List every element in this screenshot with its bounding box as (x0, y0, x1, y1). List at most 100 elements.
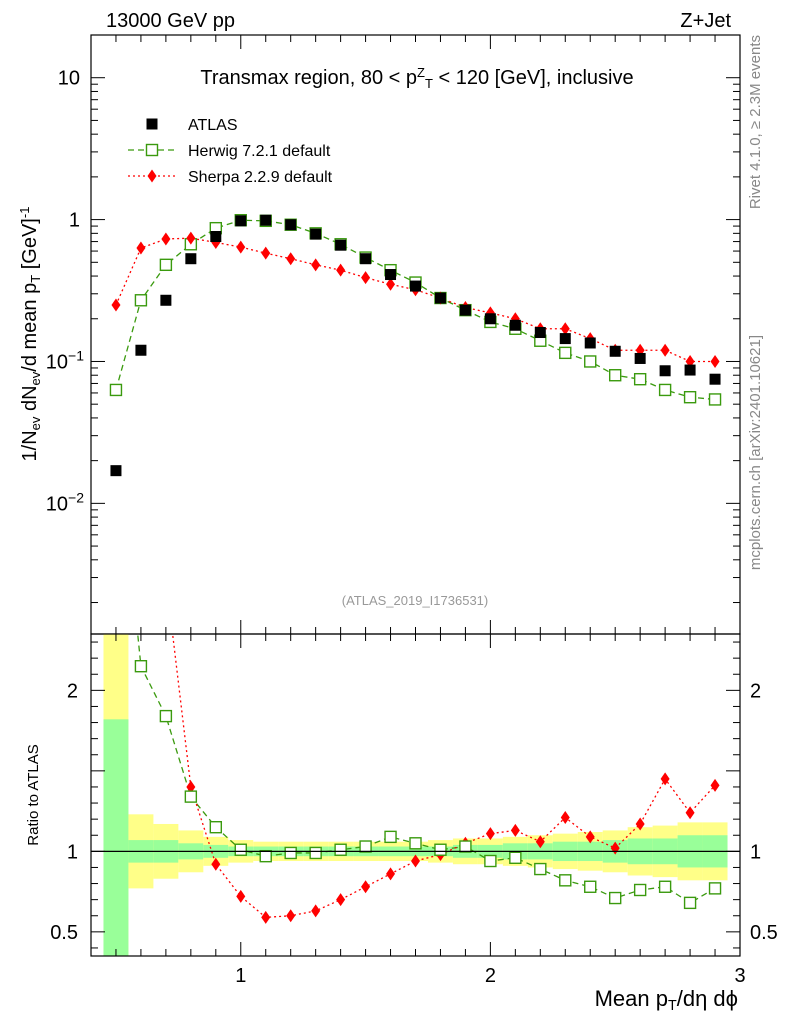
atlas-point (285, 219, 297, 231)
legend-atlas-marker (146, 118, 158, 130)
legend-herwig-marker (145, 143, 159, 157)
main-y-tick-label: 1 (69, 210, 80, 232)
sherpa-ratio-point (560, 811, 570, 825)
herwig-ratio-point (234, 843, 247, 856)
atlas-point (584, 337, 596, 349)
sherpa-point (136, 241, 146, 255)
sherpa-ratio-point (535, 835, 545, 849)
plot-title: Transmax region, 80 < pZT < 120 [GeV], i… (200, 65, 633, 91)
atlas-point (310, 228, 322, 240)
herwig-ratio-point (384, 830, 397, 844)
ratio-y-tick-label-right: 1 (750, 841, 761, 863)
legend-label: Herwig 7.2.1 default (188, 143, 331, 160)
atlas-point (459, 304, 471, 316)
main-y-tick-labels: 10 1 10−1 10−2 (46, 68, 84, 516)
atlas-point (659, 365, 671, 377)
herwig-ratio-point (334, 843, 347, 856)
sherpa-point (361, 271, 371, 285)
sherpa-ratio-point (411, 854, 420, 868)
process-label: Z+Jet (680, 10, 731, 32)
atlas-point (534, 327, 546, 339)
herwig-ratio-point (584, 880, 597, 893)
sherpa-point (560, 322, 570, 336)
sherpa-ratio-point (361, 880, 371, 894)
herwig-ratio-point (683, 896, 697, 910)
herwig-ratio-point (184, 790, 198, 803)
atlas-point (135, 344, 147, 356)
sherpa-ratio-point (660, 772, 670, 786)
sherpa-ratio-point (710, 778, 720, 792)
main-y-tick-label: 10−1 (46, 348, 84, 374)
legend-sherpa-marker (147, 169, 157, 183)
sherpa-point (161, 232, 171, 246)
herwig-line (115, 219, 716, 401)
herwig-ratio-point (409, 837, 422, 850)
herwig-point (608, 369, 622, 382)
sherpa-ratio-point (485, 827, 495, 841)
sherpa-point (660, 343, 670, 357)
ratio-y-tick-label: 1 (67, 841, 78, 863)
herwig-ratio-point (658, 880, 672, 893)
sherpa-ratio-point (311, 904, 321, 918)
atlas-point (185, 253, 197, 265)
herwig-ratio-point (484, 854, 497, 868)
analysis-id-label: (ATLAS_2019_I1736531) (342, 593, 488, 608)
herwig-ratio-point (259, 849, 272, 863)
sherpa-ratio-line (171, 634, 716, 919)
sherpa-point (311, 258, 321, 272)
sherpa-point (186, 231, 196, 245)
sherpa-ratio-point (336, 893, 346, 907)
herwig-ratio-point (708, 882, 722, 895)
herwig-point (683, 390, 697, 404)
herwig-ratio-point (209, 821, 223, 834)
sherpa-ratio-point (386, 867, 396, 881)
sherpa-point (386, 277, 396, 291)
atlas-point (210, 231, 222, 243)
ratio-y-tick-label-right: 2 (750, 680, 761, 702)
x-tick-labels: 1 2 3 (235, 965, 745, 987)
sherpa-ratio-point (286, 909, 296, 923)
herwig-ratio-point (559, 874, 572, 887)
ratio-axis-ticks (90, 634, 741, 956)
herwig-ratio-point (309, 846, 322, 860)
legend: ATLAS Herwig 7.2.1 default Sherpa 2.2.9 de… (128, 117, 333, 186)
atlas-point (484, 313, 496, 325)
ratio-plot-panel: 0.5 0.5 1 1 2 2 1 2 3 Ratio to ATLAS Mean pT/dη… (25, 633, 778, 1014)
ratio-y-tick-label-right: 0.5 (750, 922, 778, 944)
main-y-tick-label: 10 (58, 68, 80, 90)
herwig-point (658, 383, 672, 397)
atlas-point (634, 352, 646, 364)
herwig-point (633, 372, 647, 386)
herwig-point (134, 294, 148, 307)
sherpa-point (336, 263, 346, 277)
herwig-ratio-point (159, 709, 173, 723)
x-tick-label: 3 (734, 965, 745, 987)
atlas-point (410, 280, 421, 292)
sherpa-ratio-point (261, 910, 271, 924)
herwig-point (584, 355, 597, 368)
herwig-ratio-point (608, 891, 622, 905)
herwig-point (159, 258, 173, 272)
main-y-axis-label: 1/Nev dNev/d mean pT [GeV]-1 (17, 207, 43, 462)
atlas-point (160, 294, 172, 306)
atlas-point (335, 239, 347, 251)
sherpa-line (115, 237, 716, 363)
herwig-ratio-point (134, 660, 148, 673)
legend-label: ATLAS (188, 117, 238, 134)
atlas-point (110, 465, 122, 477)
atlas-point (360, 253, 372, 265)
uncertainty-band-inner (103, 719, 129, 956)
sherpa-ratio-point (685, 806, 695, 820)
herwig-ratio-point (633, 883, 647, 897)
ratio-y-axis-label: Ratio to ATLAS (25, 744, 42, 845)
main-plot-panel: 10 1 10−1 10−2 Transmax region, 80 < pZT < … (17, 34, 741, 635)
atlas-point (235, 215, 247, 227)
ratio-y-tick-label: 2 (67, 680, 78, 702)
herwig-point (708, 393, 722, 406)
herwig-ratio-point (284, 846, 297, 860)
ratio-y-tick-label: 0.5 (50, 922, 78, 944)
herwig-ratio-line (137, 634, 716, 904)
sherpa-ratio-point (236, 889, 246, 903)
energy-label: 13000 GeV pp (106, 10, 235, 32)
